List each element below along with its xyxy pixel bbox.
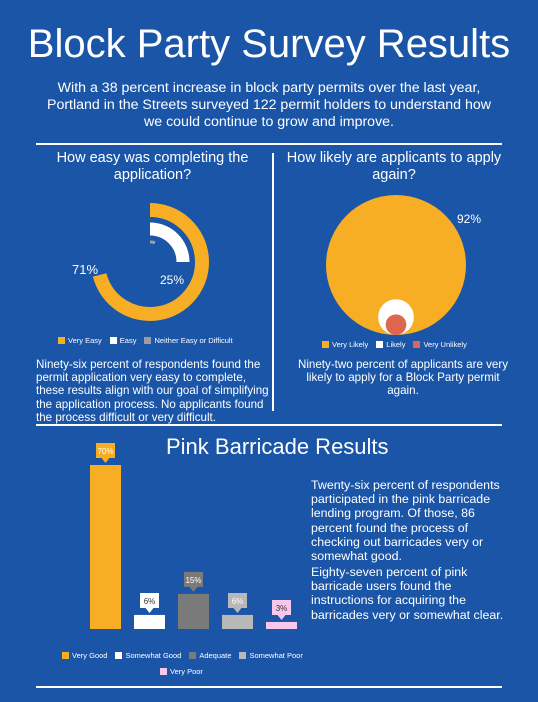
legend-likely: Likely: [376, 340, 405, 349]
bar-callout: [140, 592, 159, 613]
intro-text: With a 38 percent increase in block part…: [46, 80, 491, 130]
ease-arc-neither-easy-or-difficult: [149, 240, 156, 245]
likely-label-very-likely: 92%: [457, 212, 481, 226]
ease-label-easy: 25%: [160, 273, 184, 287]
ease-question: How easy was completing the application?: [56, 150, 249, 183]
likely-circles-chart: 92%: [326, 195, 481, 336]
bar-somewhat-good: [134, 614, 165, 629]
legend-adequate: Adequate: [189, 651, 231, 660]
bar-data-label: 3%: [276, 604, 288, 613]
legend-neither: Neither Easy or Difficult: [144, 336, 233, 345]
divider-middle: [36, 424, 502, 426]
barricade-paragraph-2: Eighty-seven percent of pink barricade u…: [311, 565, 504, 622]
bar-data-label: 6%: [232, 597, 244, 606]
bar-callout: [184, 571, 203, 592]
bar-very-good: [90, 465, 121, 629]
ease-legend: Very Easy Easy Neither Easy or Difficult: [58, 336, 278, 345]
bar-very-poor: [266, 621, 297, 629]
bar-data-label: 70%: [97, 447, 113, 456]
legend-easy: Easy: [109, 336, 136, 345]
ease-description: Ninety-six percent of respondents found …: [36, 358, 269, 424]
divider-bottom: [36, 686, 502, 688]
bar-callout: [96, 443, 115, 463]
ease-arc-easy: [149, 222, 190, 263]
divider-top: [36, 143, 502, 145]
likely-description: Ninety-two percent of applicants are ver…: [297, 358, 509, 398]
bar-callout: [272, 599, 291, 620]
bar-data-label: 6%: [144, 597, 156, 606]
legend-somewhat-poor: Somewhat Poor: [239, 651, 303, 660]
ease-arc-very-easy: [92, 203, 209, 321]
ease-label-very-easy: 71%: [72, 262, 98, 277]
bar-somewhat-poor: [222, 614, 253, 629]
legend-very-unlikely: Very Unlikely: [413, 340, 467, 349]
divider-vertical: [272, 153, 274, 411]
barricade-title: Pink Barricade Results: [166, 434, 389, 459]
ease-radial-chart: 71% 25%: [72, 203, 209, 321]
legend-very-likely: Very Likely: [322, 340, 368, 349]
likely-circle-very-unlikely: [385, 314, 407, 335]
likely-circle-very-likely: [326, 195, 466, 335]
legend-very-good: Very Good: [62, 651, 107, 660]
legend-very-easy: Very Easy: [58, 336, 102, 345]
likely-legend: Very Likely Likely Very Unlikely: [322, 340, 522, 349]
barricade-legend: Very Good Somewhat Good Adequate Somewha…: [62, 651, 322, 676]
legend-somewhat-good: Somewhat Good: [115, 651, 181, 660]
barricade-paragraph-1: Twenty-six percent of respondents partic…: [311, 478, 500, 564]
barricade-bar-chart: 70% 6% 15% 6% 3%: [90, 443, 297, 629]
legend-very-poor: Very Poor: [160, 667, 203, 676]
bar-callout: [228, 592, 247, 613]
page-title: Block Party Survey Results: [27, 22, 511, 66]
bar-adequate: [178, 593, 209, 629]
likely-question: How likely are applicants to apply again…: [286, 150, 502, 183]
bar-data-label: 15%: [185, 576, 201, 585]
